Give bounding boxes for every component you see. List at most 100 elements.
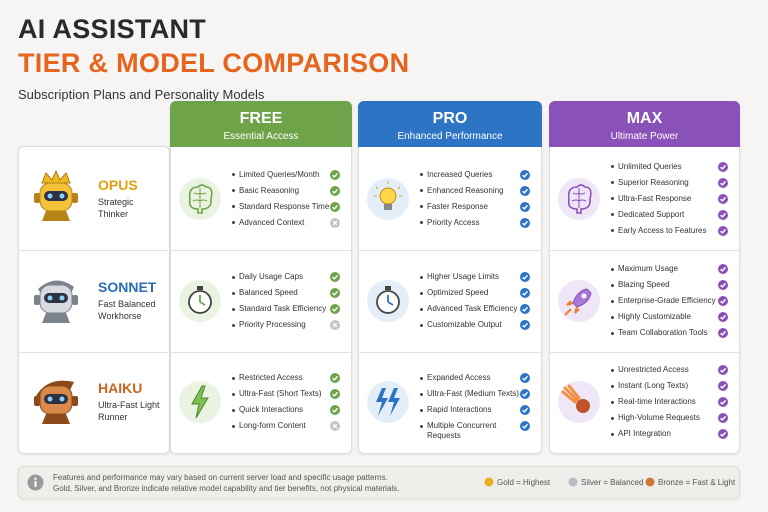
bullet — [420, 307, 423, 311]
check-icon — [330, 169, 340, 180]
bullet — [420, 323, 423, 327]
cross-icon — [330, 217, 340, 228]
check-icon — [330, 185, 340, 196]
bullet — [232, 376, 235, 380]
bullet — [611, 299, 614, 303]
check-icon — [520, 169, 530, 180]
check-icon — [718, 365, 728, 375]
cross-icon — [330, 421, 340, 431]
tier-header: PRO Enhanced Performance — [358, 101, 542, 147]
check-icon — [718, 280, 728, 290]
footer: Features and performance may vary based … — [18, 466, 740, 499]
model-name: HAIKU — [98, 380, 143, 396]
row-divider — [18, 250, 168, 251]
bullet — [420, 424, 423, 428]
feature-text: Basic Reasoning — [239, 185, 300, 195]
cross-icon — [330, 320, 340, 330]
bullet — [611, 416, 614, 420]
row-divider — [170, 352, 352, 353]
feature-text: Highly Customizable — [618, 312, 691, 321]
bullet — [420, 376, 423, 380]
feature-text: Customizable Output — [427, 320, 502, 329]
feature-text: Multiple Concurrent Requests — [427, 421, 497, 440]
subtitle: Subscription Plans and Personality Model… — [18, 87, 265, 102]
check-icon — [330, 405, 340, 415]
row-divider — [549, 352, 740, 353]
check-icon — [330, 373, 340, 383]
check-icon — [520, 389, 530, 399]
feature-text: Standard Task Efficiency — [239, 304, 327, 313]
bullet — [420, 291, 423, 295]
model-avatar — [34, 169, 78, 221]
bullet — [611, 432, 614, 436]
tier-name: PRO — [432, 110, 468, 127]
cell-icon — [179, 177, 221, 220]
cell-icon — [558, 280, 600, 322]
feature-text: Optimized Speed — [427, 288, 489, 297]
feature-text: Priority Processing — [239, 320, 306, 329]
info-icon — [27, 474, 44, 491]
bullet — [420, 173, 423, 176]
bullet — [611, 315, 614, 319]
check-icon — [520, 272, 530, 282]
feature-text: API Integration — [618, 429, 671, 438]
bullet — [420, 408, 423, 412]
check-icon — [718, 296, 728, 306]
check-icon — [520, 304, 530, 314]
bullet — [232, 408, 235, 412]
bullet — [611, 384, 614, 388]
check-icon — [520, 373, 530, 383]
bullet — [232, 392, 235, 396]
feature-text: Advanced Context — [239, 217, 305, 227]
cell-icon — [558, 381, 600, 423]
bullet — [232, 307, 235, 311]
check-icon — [330, 272, 340, 282]
check-icon — [520, 288, 530, 298]
model-description: Fast Balanced Workhorse — [98, 299, 156, 321]
feature-text: Long-form Content — [239, 421, 306, 430]
legend-dot — [484, 477, 494, 487]
check-icon — [718, 429, 728, 439]
bullet — [611, 197, 614, 200]
feature-text: Maximum Usage — [618, 264, 679, 273]
check-icon — [718, 177, 728, 188]
bullet — [232, 275, 235, 279]
check-icon — [330, 304, 340, 314]
row-divider — [358, 352, 542, 353]
bullet — [611, 368, 614, 372]
tier-tagline: Enhanced Performance — [397, 131, 503, 142]
title-line1: AI ASSISTANT — [18, 14, 207, 44]
bullet — [611, 213, 614, 216]
check-icon — [718, 193, 728, 204]
cell-icon — [179, 280, 221, 322]
check-icon — [520, 320, 530, 330]
row-divider — [549, 250, 740, 251]
feature-text: Standard Response Time — [239, 201, 330, 211]
feature-text: Unrestricted Access — [618, 365, 689, 374]
feature-text: Daily Usage Caps — [239, 272, 304, 281]
feature-text: Ultra-Fast (Short Texts) — [239, 389, 322, 398]
row-divider — [170, 250, 352, 251]
model-description: Strategic Thinker — [98, 196, 134, 219]
tier-tagline: Essential Access — [223, 131, 299, 142]
feature-text: Balanced Speed — [239, 288, 298, 297]
check-icon — [520, 421, 530, 431]
cell-icon — [558, 177, 600, 220]
legend-dot — [645, 477, 655, 487]
feature-text: Superior Reasoning — [618, 177, 689, 187]
feature-text: Limited Queries/Month — [239, 169, 320, 179]
bullet — [232, 221, 235, 224]
tier-tagline: Ultimate Power — [610, 131, 679, 142]
bullet — [232, 323, 235, 327]
cell-icon — [179, 381, 221, 423]
feature-text: Enterprise-Grade Efficiency — [618, 296, 716, 305]
bullet — [611, 181, 614, 184]
model-avatar — [34, 380, 78, 424]
bullet — [611, 229, 614, 232]
bullet — [232, 173, 235, 176]
feature-text: Increased Queries — [427, 169, 493, 179]
footer-note: Features and performance may vary based … — [53, 473, 388, 482]
model-description: Ultra-Fast Light Runner — [98, 400, 160, 422]
check-icon — [718, 225, 728, 236]
tier-name: FREE — [239, 110, 283, 127]
